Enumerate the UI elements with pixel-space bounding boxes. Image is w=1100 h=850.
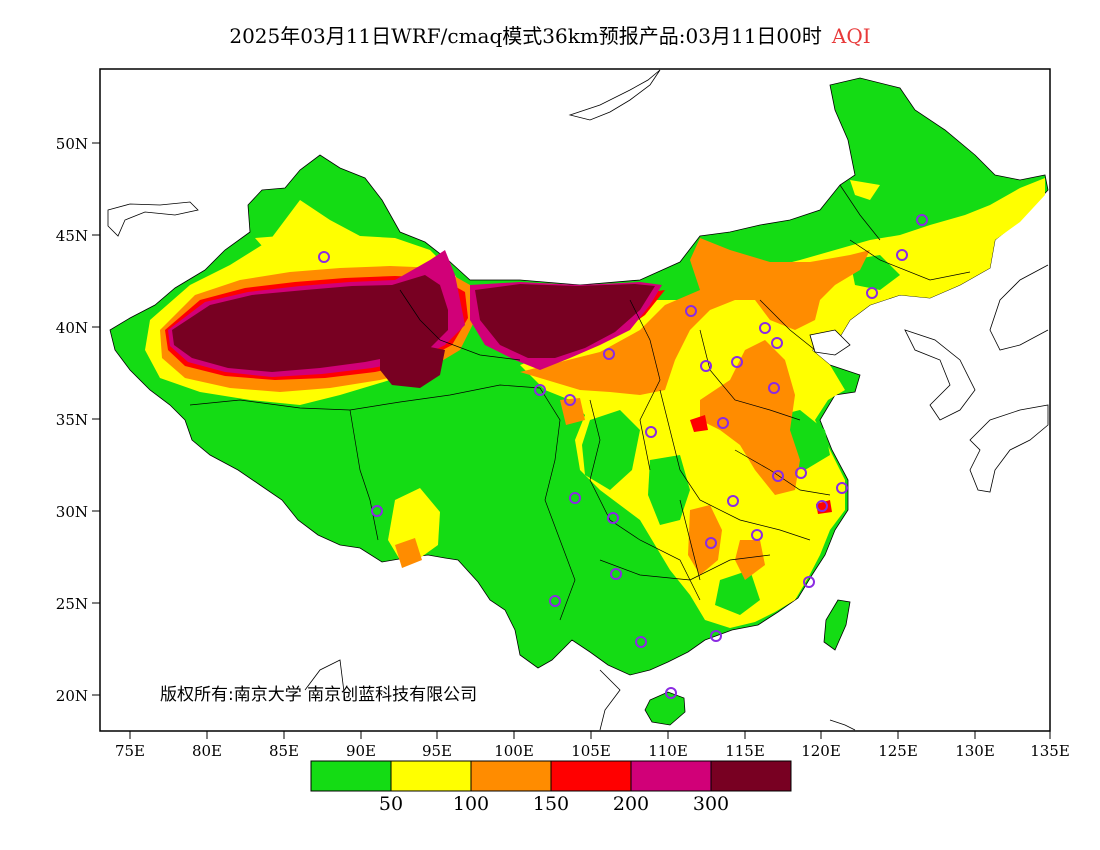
- lon-tick-label: 135E: [1030, 742, 1070, 760]
- station-marker: [916, 214, 928, 226]
- station-marker: [607, 512, 619, 524]
- station-marker: [371, 505, 383, 517]
- lat-tick-label: 50N: [56, 135, 88, 153]
- station-marker: [896, 249, 908, 261]
- legend-label: 300: [692, 793, 730, 815]
- lat-tick-marks: [92, 142, 100, 696]
- aqi-color-legend: [310, 760, 792, 792]
- station-marker: [803, 576, 815, 588]
- lat-tick-label: 40N: [56, 319, 88, 337]
- lon-tick-label: 115E: [725, 742, 765, 760]
- map-title: 2025年03月11日WRF/cmaq模式36km预报产品:03月11日00时 A…: [0, 20, 1100, 49]
- station-marker: [534, 384, 546, 396]
- aqi-300-plus-zones: [172, 275, 655, 388]
- station-marker: [751, 529, 763, 541]
- legend-swatch-300-plus: [710, 760, 792, 792]
- lon-tick-label: 75E: [115, 742, 145, 760]
- lat-tick-label: 25N: [56, 595, 88, 613]
- lon-tick-label: 130E: [955, 742, 995, 760]
- station-marker: [549, 595, 561, 607]
- station-marker: [771, 337, 783, 349]
- station-marker: [318, 251, 330, 263]
- lon-tick-marks: [129, 731, 1051, 739]
- station-markers: [318, 214, 928, 699]
- lat-tick-label: 30N: [56, 503, 88, 521]
- legend-label: 200: [612, 793, 650, 815]
- neighbor-coastlines: [107, 69, 1049, 731]
- station-marker: [816, 500, 828, 512]
- title-text: 2025年03月11日WRF/cmaq模式36km预报产品:03月11日00时: [229, 24, 822, 48]
- hainan-island: [644, 691, 686, 726]
- title-variable: AQI: [831, 24, 871, 48]
- station-marker: [603, 348, 615, 360]
- map-content: [107, 69, 1049, 731]
- station-marker: [727, 495, 739, 507]
- lon-tick-label: 90E: [346, 742, 376, 760]
- legend-label: 150: [532, 793, 570, 815]
- lat-tick-label: 45N: [56, 227, 88, 245]
- station-marker: [685, 305, 697, 317]
- lon-tick-label: 100E: [494, 742, 534, 760]
- bohai-sea: [809, 329, 851, 356]
- copyright-text: 版权所有:南京大学 南京创蓝科技有限公司: [160, 685, 478, 705]
- station-marker: [836, 482, 848, 494]
- station-marker: [768, 382, 780, 394]
- legend-swatch-50-100: [390, 760, 472, 792]
- map-frame: [99, 68, 1051, 732]
- legend-label: 100: [452, 793, 490, 815]
- station-marker: [564, 394, 576, 406]
- legend-swatch-0-50: [310, 760, 392, 792]
- station-marker: [635, 636, 647, 648]
- lon-tick-labels: 75E 80E 85E 90E 95E 100E 105E 110E 115E …: [115, 742, 1070, 760]
- lat-tick-labels: 50N 45N 40N 35N 30N 25N 20N: [56, 135, 88, 705]
- lon-tick-label: 120E: [801, 742, 841, 760]
- lat-tick-label: 20N: [56, 687, 88, 705]
- lon-tick-label: 125E: [878, 742, 918, 760]
- station-marker: [645, 426, 657, 438]
- station-marker: [717, 417, 729, 429]
- legend-swatch-150-200: [550, 760, 632, 792]
- lon-tick-label: 95E: [422, 742, 452, 760]
- lon-tick-label: 85E: [269, 742, 299, 760]
- lon-tick-label: 80E: [192, 742, 222, 760]
- taiwan-island: [823, 599, 851, 651]
- station-marker: [759, 322, 771, 334]
- station-marker: [569, 492, 581, 504]
- station-marker: [710, 630, 722, 642]
- legend-label: 50: [378, 793, 404, 815]
- lon-tick-label: 105E: [571, 742, 611, 760]
- station-marker: [665, 687, 677, 699]
- station-marker: [705, 537, 717, 549]
- station-marker: [795, 467, 807, 479]
- station-marker: [731, 356, 743, 368]
- lat-tick-label: 35N: [56, 411, 88, 429]
- legend-swatch-200-300: [630, 760, 712, 792]
- station-marker: [772, 470, 784, 482]
- station-marker: [610, 568, 622, 580]
- lon-tick-label: 110E: [648, 742, 688, 760]
- station-marker: [866, 287, 878, 299]
- station-marker: [700, 360, 712, 372]
- legend-swatch-100-150: [470, 760, 552, 792]
